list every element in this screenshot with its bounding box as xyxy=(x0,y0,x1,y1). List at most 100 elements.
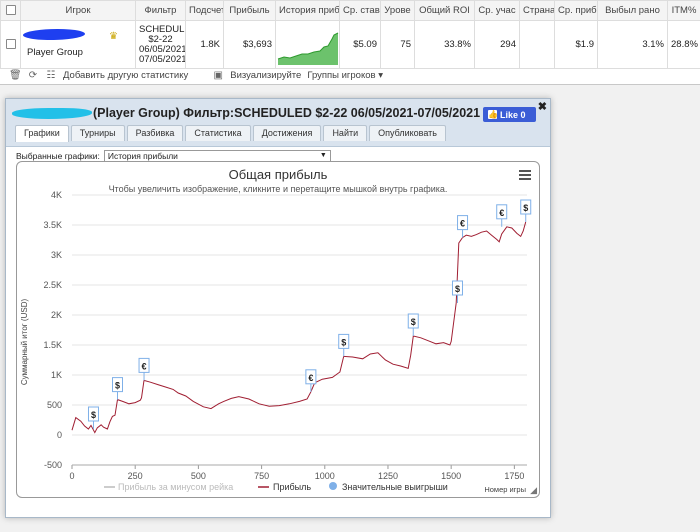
column-header[interactable]: Ср. приб xyxy=(554,0,598,21)
add-stats-link[interactable]: Добавить другую статистику xyxy=(63,69,189,81)
dialog-title: (Player Group) Фильтр:SCHEDULED $2-22 06… xyxy=(93,106,481,120)
legend-label: Прибыль xyxy=(273,482,311,492)
chart-menu-icon[interactable] xyxy=(519,170,531,180)
y-tick-label: 0 xyxy=(57,430,62,440)
select-all-checkbox[interactable] xyxy=(5,5,16,16)
chart-select-row: Выбранные графики: История прибыли ▼ xyxy=(16,150,331,162)
resize-handle-icon[interactable]: ◢ xyxy=(530,485,537,495)
chart-select-value: История прибыли xyxy=(107,151,178,161)
avg-stake-cell: $5.09 xyxy=(339,20,381,69)
x-tick-label: 1750 xyxy=(504,471,524,481)
big-win-marker[interactable]: $ xyxy=(112,377,123,400)
chart-icon: ▣ xyxy=(213,69,223,81)
chart-legend: Прибыль за минусом рейка Прибыль Значите… xyxy=(104,482,448,492)
redacted-name-mark xyxy=(22,27,86,42)
legend-item-profit[interactable]: Прибыль xyxy=(258,482,311,492)
big-win-marker[interactable]: $ xyxy=(87,406,99,429)
filter-line: 07/05/2021 xyxy=(139,53,186,65)
x-axis-label: Номер игры xyxy=(484,485,526,494)
big-win-marker[interactable]: € xyxy=(457,215,469,238)
column-header[interactable]: Ср. учас xyxy=(474,0,520,21)
like-label: Like 0 xyxy=(500,109,526,120)
column-header[interactable]: Урове xyxy=(380,0,415,21)
y-tick-label: 1K xyxy=(51,370,62,380)
big-win-symbol: € xyxy=(460,219,465,229)
dialog-tabs: Графики Турниры Разбивка Статистика Дост… xyxy=(15,125,446,142)
player-name[interactable]: Player Group xyxy=(27,47,83,58)
tab-achievements[interactable]: Достижения xyxy=(252,125,322,141)
column-header[interactable]: ITM% xyxy=(667,0,700,21)
level-cell: 75 xyxy=(380,20,415,69)
table-row: Player Group ♛ SCHEDULED $2-22 06/05/202… xyxy=(0,20,700,69)
legend-item-big-wins[interactable]: Значительные выигрыши xyxy=(329,482,448,492)
early-out-cell: 3.1% xyxy=(597,20,668,69)
facebook-like-button[interactable]: 👍 Like 0 xyxy=(483,107,536,122)
profit-history-sparkline[interactable] xyxy=(275,20,340,69)
big-win-symbol: $ xyxy=(341,337,346,347)
column-header[interactable]: Прибыль xyxy=(223,0,276,21)
refresh-icon[interactable]: ⟳ xyxy=(28,69,38,81)
medal-icon: ♛ xyxy=(109,31,118,42)
tab-tournaments[interactable]: Турниры xyxy=(70,125,125,141)
column-header[interactable]: Общий ROI xyxy=(414,0,475,21)
avg-profit-cell: $1.9 xyxy=(554,20,598,69)
filter-line: $2-22 xyxy=(148,33,173,45)
trash-icon[interactable]: 🗑 xyxy=(9,69,22,81)
visualize-link[interactable]: Визуализируйте xyxy=(230,69,302,81)
dialog-header: (Player Group) Фильтр:SCHEDULED $2-22 06… xyxy=(6,99,550,147)
y-tick-label: 4K xyxy=(51,190,62,200)
big-win-symbol: $ xyxy=(115,381,120,391)
table-toolbar: 🗑 ⟳ ☷ Добавить другую статистику ▣ Визуа… xyxy=(0,66,700,84)
big-win-marker[interactable]: € xyxy=(138,357,150,381)
big-win-marker[interactable]: € xyxy=(496,204,508,227)
profit-cell: $3,693 xyxy=(223,20,276,69)
column-header[interactable]: Ср. ставі xyxy=(339,0,381,21)
row-checkbox[interactable] xyxy=(5,39,16,50)
y-tick-label: 3.5K xyxy=(43,220,62,230)
column-header[interactable]: Страна xyxy=(519,0,555,21)
filter-line: 06/05/2021- xyxy=(139,43,186,55)
column-header[interactable]: Фильтр xyxy=(135,0,186,21)
big-win-symbol: € xyxy=(142,361,147,371)
player-cell[interactable]: Player Group ♛ xyxy=(20,20,136,69)
legend-item-rake[interactable]: Прибыль за минусом рейка xyxy=(104,482,233,492)
profit-chart[interactable]: -500 0 500 1K 1.5K 2K 2.5K 3K 3.5K 4K 0 250 500 750 10… xyxy=(17,162,539,497)
big-win-marker[interactable]: $ xyxy=(451,280,463,303)
player-groups-label: Группы игроков xyxy=(307,69,376,81)
country-cell xyxy=(519,20,555,69)
big-win-marker[interactable]: € xyxy=(305,369,317,392)
tab-statistics[interactable]: Статистика xyxy=(185,125,251,141)
close-icon[interactable]: ✖ xyxy=(537,101,547,113)
sparkline-svg xyxy=(277,32,339,65)
big-win-marker[interactable]: $ xyxy=(338,333,350,357)
tab-charts[interactable]: Графики xyxy=(15,125,69,142)
itm-cell: 28.8% xyxy=(667,20,700,69)
x-tick-label: 750 xyxy=(254,471,269,481)
big-win-symbol: € xyxy=(499,208,504,218)
tab-publish[interactable]: Опубликовать xyxy=(369,125,446,141)
stats-panel: Игрок Фильтр Подсчет Прибыль История при… xyxy=(0,0,700,85)
chevron-down-icon: ▾ xyxy=(378,69,383,81)
big-win-marker[interactable]: $ xyxy=(520,199,532,222)
tab-find[interactable]: Найти xyxy=(323,125,368,141)
filter-line: SCHEDULED xyxy=(139,23,185,35)
thumbs-up-icon: 👍 xyxy=(488,110,498,119)
select-all-column[interactable] xyxy=(0,0,21,21)
column-header[interactable]: Выбыл рано xyxy=(597,0,668,21)
big-win-symbol: $ xyxy=(455,284,460,294)
chart-dialog: (Player Group) Фильтр:SCHEDULED $2-22 06… xyxy=(5,98,551,518)
column-header[interactable]: История прибы xyxy=(275,0,340,21)
player-groups-dropdown[interactable]: Группы игроков ▾ xyxy=(307,70,383,81)
legend-label: Значительные выигрыши xyxy=(342,482,448,492)
column-header[interactable]: Игрок xyxy=(20,0,136,21)
chart-select-label: Выбранные графики: xyxy=(16,151,100,161)
big-win-symbol: $ xyxy=(523,203,528,213)
big-win-marker[interactable]: $ xyxy=(407,313,419,336)
row-select-cell[interactable] xyxy=(0,20,21,69)
avg-field-cell: 294 xyxy=(474,20,520,69)
profit-series-line[interactable] xyxy=(71,221,527,434)
tab-breakdown[interactable]: Разбивка xyxy=(126,125,184,141)
y-tick-label: 2K xyxy=(51,310,62,320)
column-header[interactable]: Подсчет xyxy=(185,0,224,21)
chart-frame[interactable]: -500 0 500 1K 1.5K 2K 2.5K 3K 3.5K 4K 0 250 500 750 10… xyxy=(16,161,540,498)
